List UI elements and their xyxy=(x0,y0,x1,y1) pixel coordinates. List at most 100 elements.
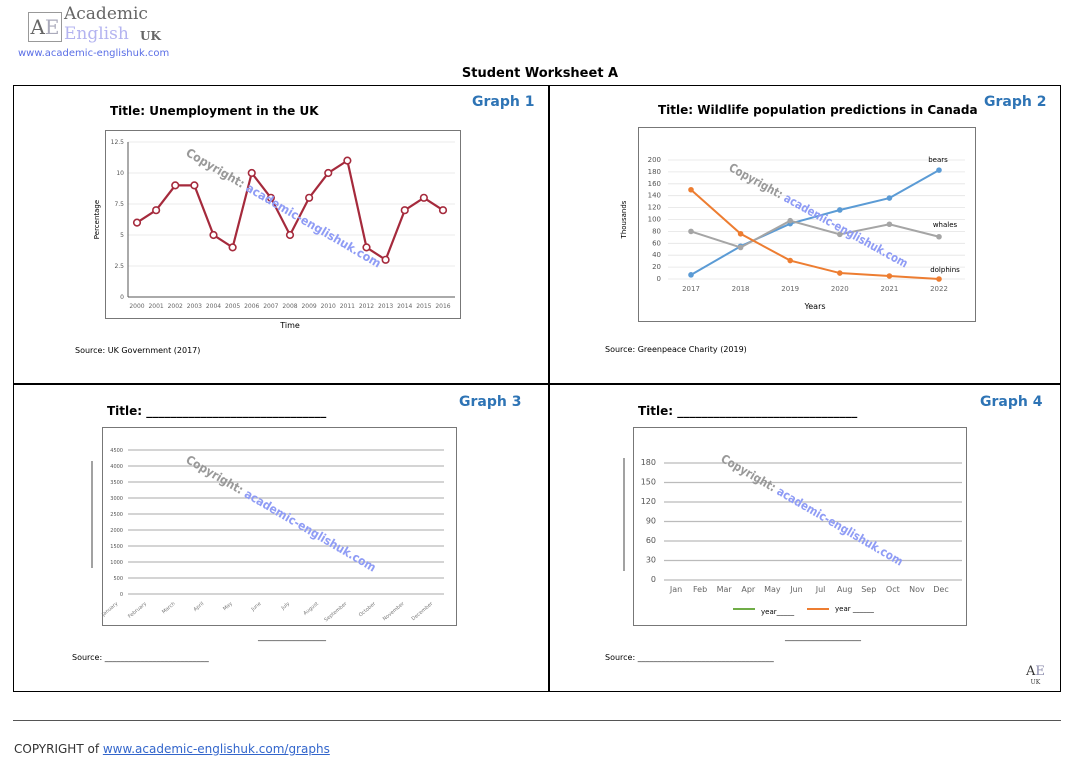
series-label: bears xyxy=(928,156,948,164)
x-tick-label: Jun xyxy=(789,585,803,594)
graph1-source: Source: UK Government (2017) xyxy=(75,346,201,355)
graph3-label: Graph 3 xyxy=(459,394,522,410)
x-tick-label: 2002 xyxy=(168,303,183,310)
data-point xyxy=(171,181,180,190)
x-tick-label: Mar xyxy=(717,585,733,594)
logo-text: Academic xyxy=(64,4,148,24)
x-tick-label: Jul xyxy=(815,585,826,594)
x-tick-label: 2019 xyxy=(781,285,799,293)
x-tick-label: 2006 xyxy=(244,303,259,310)
copyright-watermark: Copyright: academic-englishuk.com xyxy=(727,160,911,270)
x-tick-label: 2000 xyxy=(129,303,144,310)
data-point xyxy=(305,193,314,202)
x-tick-label: 2021 xyxy=(880,285,898,293)
graph3-chart-box xyxy=(102,427,457,626)
x-tick-label: 2013 xyxy=(378,303,393,310)
y-tick-label: 100 xyxy=(648,216,661,224)
x-tick-label: 2017 xyxy=(682,285,700,293)
y-axis-label: Thousands xyxy=(620,200,628,239)
logo-uk: UK xyxy=(140,29,161,43)
x-tick-label: 2014 xyxy=(397,303,412,310)
x-tick-label: 2016 xyxy=(435,303,450,310)
data-point xyxy=(381,255,390,264)
x-tick-label: 2022 xyxy=(930,285,948,293)
x-tick-label: Sep xyxy=(861,585,876,594)
data-point xyxy=(400,206,409,215)
y-tick-label: 140 xyxy=(648,192,661,200)
y-tick-label: 500 xyxy=(113,576,123,582)
graph2-label: Graph 2 xyxy=(984,94,1047,110)
y-tick-label: 60 xyxy=(652,239,661,247)
x-tick-label: August xyxy=(302,601,319,617)
x-tick-label: April xyxy=(193,601,206,613)
graph4-blank-line: ___________________ xyxy=(785,632,861,641)
data-point xyxy=(688,272,694,278)
worksheet-frame xyxy=(13,85,1061,692)
x-tick-label: Nov xyxy=(909,585,925,594)
x-tick-label: 2001 xyxy=(148,303,163,310)
y-tick-label: 150 xyxy=(641,478,656,487)
x-tick-label: 2011 xyxy=(340,303,355,310)
divider xyxy=(548,85,550,691)
x-tick-label: May xyxy=(222,601,234,612)
series-line xyxy=(690,219,940,249)
y-tick-label: 40 xyxy=(652,251,661,259)
y-tick-label: 180 xyxy=(648,168,661,176)
y-tick-label: 1000 xyxy=(110,560,123,566)
x-tick-label: December xyxy=(411,600,435,622)
y-tick-label: 5 xyxy=(120,232,124,239)
logo-url[interactable]: www.academic-englishuk.com xyxy=(18,48,170,59)
data-point xyxy=(266,193,275,202)
worksheet-title: Student Worksheet A xyxy=(461,66,619,81)
legend-entry: year ______ xyxy=(835,605,874,613)
footer-text: COPYRIGHT of xyxy=(14,742,103,756)
y-tick-label: 120 xyxy=(648,204,661,212)
graph2-source: Source: Greenpeace Charity (2019) xyxy=(605,345,747,354)
graph4-chart-box xyxy=(633,427,967,626)
y-tick-label: 0 xyxy=(120,294,124,301)
x-tick-label: 2007 xyxy=(263,303,278,310)
graph2-title: Title: Wildlife population predictions i… xyxy=(658,103,978,117)
y-tick-label: 160 xyxy=(648,180,661,188)
data-point xyxy=(936,167,942,173)
data-point xyxy=(837,231,843,238)
x-tick-label: Dec xyxy=(933,585,948,594)
legend-entry: year_____ xyxy=(761,608,795,616)
data-point xyxy=(886,273,893,279)
y-tick-label: 30 xyxy=(646,556,656,565)
y-tick-label: 3000 xyxy=(110,496,123,502)
data-point xyxy=(247,168,256,178)
copyright-watermark: Copyright: academic-englishuk.com xyxy=(718,451,905,568)
series-line xyxy=(690,189,940,280)
series-label: whales xyxy=(933,221,958,229)
x-axis-label: Years xyxy=(803,302,825,311)
graph3-blank-line: _________________ xyxy=(258,632,326,641)
y-tick-label: 0 xyxy=(657,275,661,283)
data-point xyxy=(837,207,843,213)
x-tick-label: 2020 xyxy=(831,285,849,293)
data-point xyxy=(688,228,694,235)
data-point xyxy=(787,217,794,224)
footer-link[interactable]: www.academic-englishuk.com/graphs xyxy=(102,742,330,756)
x-tick-label: February xyxy=(127,601,148,620)
x-tick-label: 2003 xyxy=(187,303,202,310)
graph1-chart-box xyxy=(105,130,461,319)
copyright-watermark: Copyright: academic-englishuk.com xyxy=(183,146,383,271)
y-tick-label: 0 xyxy=(120,592,123,598)
x-tick-label: Apr xyxy=(741,585,756,594)
data-point xyxy=(688,186,694,193)
x-tick-label: July xyxy=(280,601,292,612)
x-tick-label: 2005 xyxy=(225,303,240,310)
x-tick-label: Oct xyxy=(886,585,900,594)
x-tick-label: Feb xyxy=(693,585,707,594)
data-point xyxy=(787,257,794,264)
graph3-source: Source: __________________________ xyxy=(72,653,209,662)
x-tick-label: Jan xyxy=(669,585,682,594)
y-tick-label: 2500 xyxy=(110,512,123,518)
y-tick-label: 10 xyxy=(116,170,124,177)
y-tick-label: 0 xyxy=(651,575,656,584)
data-point xyxy=(737,244,744,251)
x-axis-label: Time xyxy=(279,321,300,330)
x-tick-label: November xyxy=(382,600,407,622)
graph4-label: Graph 4 xyxy=(980,394,1043,410)
